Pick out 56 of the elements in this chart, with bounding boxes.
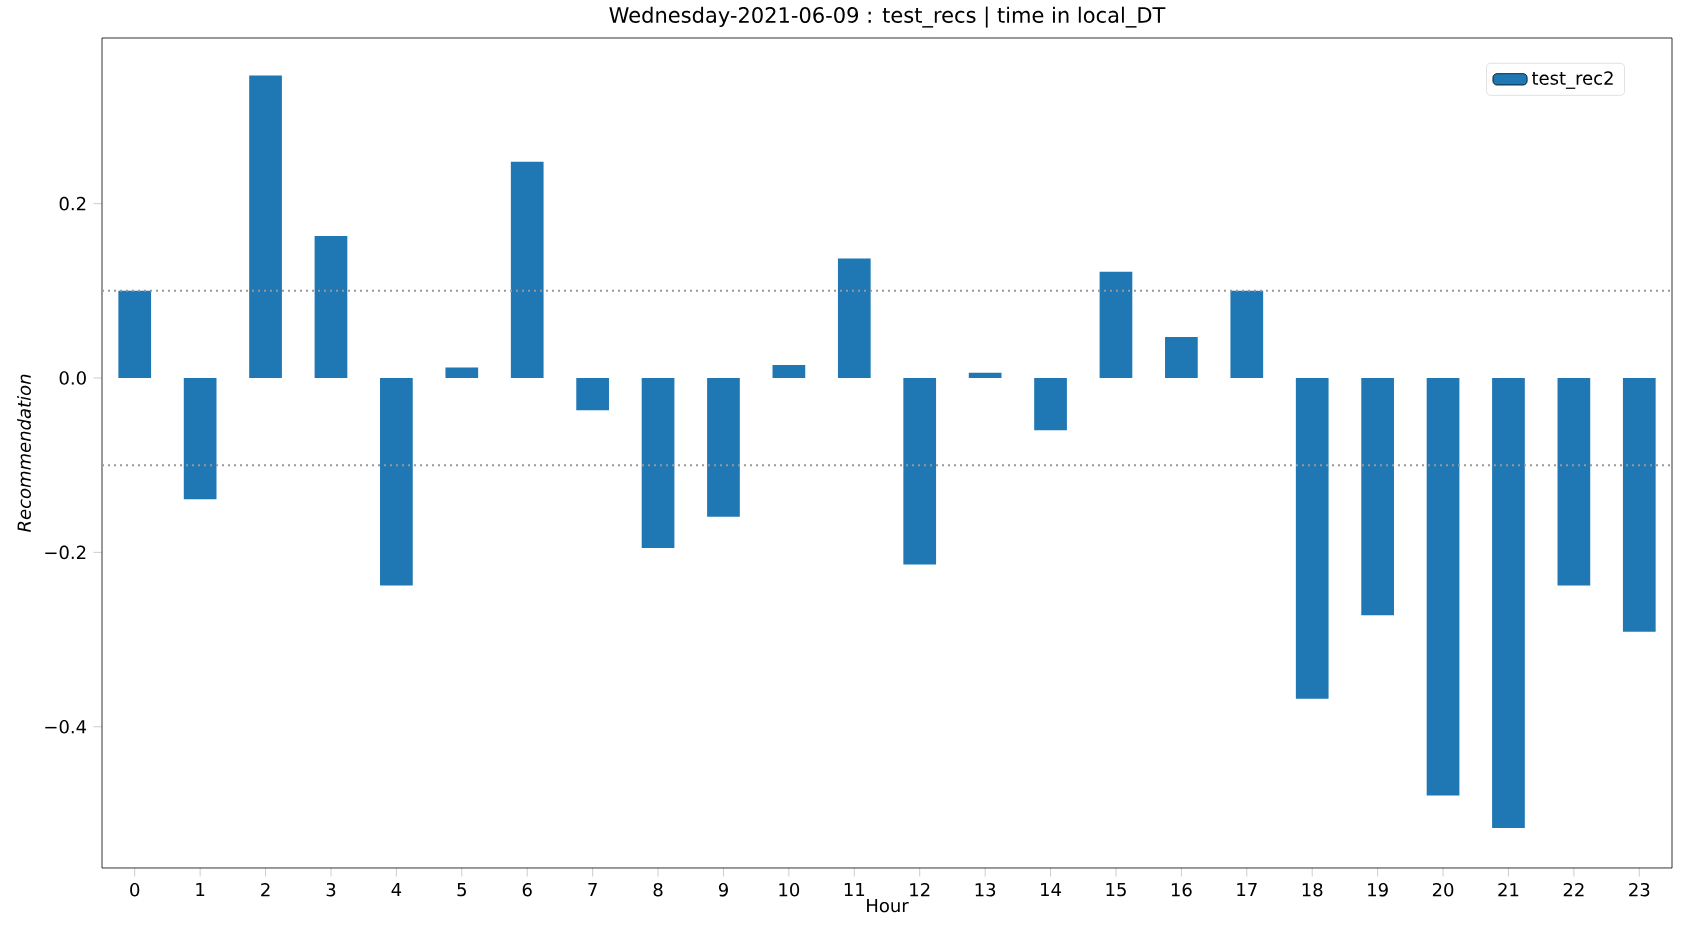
y-axis-title: Recommendation [17, 374, 31, 532]
x-tick-label: 9 [718, 882, 728, 897]
x-tick-label: 14 [1041, 882, 1061, 897]
x-tick-label: 7 [588, 882, 597, 897]
x-tick-label: 15 [1106, 882, 1126, 897]
x-tick-label: 12 [910, 882, 930, 897]
x-tick-label: 1 [196, 882, 205, 897]
bar [183, 378, 217, 500]
bar [118, 290, 152, 379]
bar [445, 367, 479, 379]
bar [1099, 271, 1133, 379]
bar [707, 378, 740, 517]
x-tick-label: 8 [653, 882, 663, 897]
y-tick-label: −0.2 [45, 545, 86, 560]
bar [1492, 378, 1525, 828]
bar [903, 378, 937, 565]
x-tick-label: 22 [1563, 882, 1584, 897]
bar [1165, 337, 1198, 379]
y-tick-label: 0.0 [59, 371, 86, 385]
bar [1034, 378, 1067, 431]
x-tick-label: 20 [1432, 882, 1454, 897]
bar [1230, 290, 1264, 379]
x-tick-label: 2 [261, 882, 270, 897]
bar [1557, 378, 1591, 586]
x-tick-label: 23 [1629, 882, 1650, 897]
bar [1622, 378, 1656, 632]
legend-label: test_rec2 [1531, 71, 1613, 89]
bar [249, 75, 282, 379]
bar [1361, 378, 1394, 616]
x-tick-label: 11 [844, 882, 865, 897]
bar [576, 378, 609, 411]
x-tick-label: 5 [457, 882, 466, 897]
x-tick-label: 10 [779, 882, 800, 897]
bar [314, 235, 348, 379]
y-tick-label: −0.4 [45, 719, 87, 734]
x-tick-label: 3 [326, 882, 336, 897]
bar [641, 378, 675, 549]
bar [380, 378, 413, 586]
x-tick-label: 6 [522, 882, 532, 897]
x-tick-label: 4 [391, 882, 402, 897]
bar [968, 372, 1002, 379]
bar [772, 364, 806, 379]
bar [1426, 378, 1460, 796]
x-axis-title: Hour [867, 898, 909, 913]
x-tick-label: 13 [975, 882, 996, 897]
x-tick-label: 16 [1171, 882, 1192, 897]
x-tick-label: 19 [1368, 882, 1388, 897]
bar [837, 258, 871, 379]
x-tick-label: 0 [130, 882, 140, 897]
bar [510, 161, 544, 379]
bar [1295, 378, 1329, 699]
x-tick-label: 21 [1498, 882, 1519, 897]
chart-title: Wednesday-2021-06-09 : test_recs | time in local_DT [609, 6, 1166, 28]
y-tick-label: 0.2 [59, 196, 86, 211]
x-tick-label: 17 [1237, 882, 1257, 897]
x-tick-label: 18 [1302, 882, 1323, 897]
